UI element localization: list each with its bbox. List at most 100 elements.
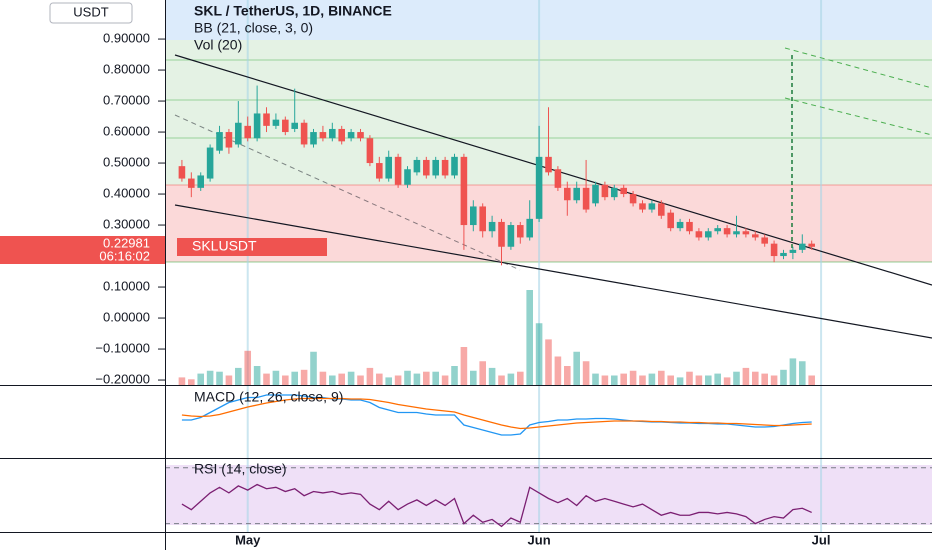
candle-body bbox=[714, 228, 721, 232]
y-tick-label: −0.10000 bbox=[95, 340, 150, 355]
volume-bar bbox=[404, 370, 411, 385]
zone bbox=[166, 0, 932, 40]
rsi-line bbox=[181, 483, 812, 528]
macd-title: MACD (12, 26, close, 9) bbox=[194, 389, 343, 405]
volume-bar bbox=[789, 358, 797, 385]
candle-body bbox=[253, 113, 261, 139]
candle-body bbox=[751, 234, 759, 238]
candle-body bbox=[385, 156, 392, 179]
grid bbox=[246, 0, 823, 532]
volume-bar bbox=[488, 367, 496, 385]
volume-bar bbox=[639, 375, 646, 385]
y-tick-label: 0.80000 bbox=[103, 61, 150, 76]
candle-body bbox=[611, 187, 618, 198]
volume-bar bbox=[770, 375, 778, 385]
volume-bar bbox=[517, 371, 524, 385]
candle-body bbox=[498, 221, 505, 247]
volume-bar bbox=[319, 371, 327, 385]
volume-bar bbox=[376, 373, 383, 385]
volume-bar bbox=[253, 366, 261, 385]
candle-body bbox=[770, 243, 778, 257]
trend-line bbox=[174, 54, 932, 286]
volume-bar bbox=[592, 373, 599, 385]
candle-body bbox=[206, 147, 214, 179]
countdown: 06:16:02 bbox=[99, 248, 150, 263]
candle-body bbox=[404, 169, 411, 185]
candle-body bbox=[667, 212, 674, 229]
volume-bar bbox=[291, 371, 299, 385]
rsi-title: RSI (14, close) bbox=[194, 461, 287, 477]
candle-body bbox=[263, 113, 270, 126]
axis: 0.90000 0.80000 0.70000 0.60000 0.50000 0.400… bbox=[95, 30, 165, 386]
candle-body bbox=[225, 132, 233, 148]
price-label: 0.22981 bbox=[103, 235, 150, 250]
y-tick-label: 0.40000 bbox=[103, 185, 150, 200]
volume-bar bbox=[197, 373, 205, 385]
candle-body bbox=[554, 169, 562, 188]
volume-bar bbox=[545, 339, 552, 385]
currency[interactable]: USDT bbox=[73, 4, 108, 19]
candle-body bbox=[178, 166, 186, 179]
candle-body bbox=[394, 156, 402, 185]
volume-bar bbox=[413, 373, 421, 385]
volume-bar bbox=[620, 373, 627, 385]
candle-body bbox=[648, 203, 656, 210]
trend-line bbox=[174, 204, 932, 339]
volume-bar bbox=[761, 373, 768, 385]
candle-body bbox=[695, 231, 703, 238]
candle-body bbox=[676, 221, 684, 229]
candle-body bbox=[526, 218, 533, 238]
volume-bar bbox=[676, 377, 684, 385]
volume-bar bbox=[780, 369, 787, 385]
volume-bar bbox=[751, 371, 759, 385]
candle-body bbox=[291, 122, 299, 129]
volume-bar bbox=[526, 290, 533, 385]
candle-body bbox=[780, 252, 787, 257]
y-tick-label: 0.70000 bbox=[103, 92, 150, 107]
volume-bar bbox=[460, 347, 468, 385]
volume-bar bbox=[235, 367, 242, 385]
candle-body bbox=[620, 187, 627, 195]
price-tag bbox=[0, 236, 165, 264]
y-tick-label: 0.60000 bbox=[103, 123, 150, 138]
currency-box[interactable] bbox=[49, 2, 133, 24]
candle-body bbox=[742, 231, 750, 235]
trend-line bbox=[784, 47, 932, 89]
candle-body bbox=[441, 159, 449, 176]
y-tick-label: −0.20000 bbox=[95, 371, 150, 386]
candle-body bbox=[733, 231, 740, 235]
candle-body bbox=[761, 237, 768, 244]
candle-body bbox=[282, 119, 289, 133]
volume-bar bbox=[564, 366, 571, 385]
candle-body bbox=[300, 122, 308, 145]
volume-bar bbox=[347, 371, 355, 385]
volume-bar bbox=[225, 375, 233, 385]
candle-body bbox=[601, 184, 609, 198]
volume-bar bbox=[695, 375, 703, 385]
candle-body bbox=[432, 159, 439, 176]
x-tick-label: Jul bbox=[812, 532, 831, 547]
chart-title: SKL / TetherUS, 1D, BINANCE bbox=[194, 3, 392, 19]
marks bbox=[165, 85, 932, 528]
volume-bar bbox=[582, 361, 590, 385]
volume-bar bbox=[507, 373, 515, 385]
volume-bar bbox=[216, 371, 223, 385]
candle-body bbox=[507, 225, 515, 247]
candle-body bbox=[347, 132, 355, 139]
volume-bar bbox=[554, 356, 562, 385]
y-tick-label: 0.50000 bbox=[103, 154, 150, 169]
volume-bar bbox=[385, 377, 392, 385]
volume-bar bbox=[432, 371, 439, 385]
candle-body bbox=[366, 138, 374, 164]
candle-body bbox=[535, 156, 543, 219]
volume-bar bbox=[629, 370, 637, 385]
volume-bar bbox=[658, 370, 665, 385]
candle-body bbox=[310, 132, 317, 145]
candle-body bbox=[423, 159, 430, 176]
axis-panel bbox=[0, 0, 165, 532]
indicator: Vol (20) bbox=[194, 37, 242, 53]
volume-bar bbox=[206, 370, 214, 385]
candle-body bbox=[582, 187, 590, 210]
trend-line bbox=[784, 97, 932, 136]
